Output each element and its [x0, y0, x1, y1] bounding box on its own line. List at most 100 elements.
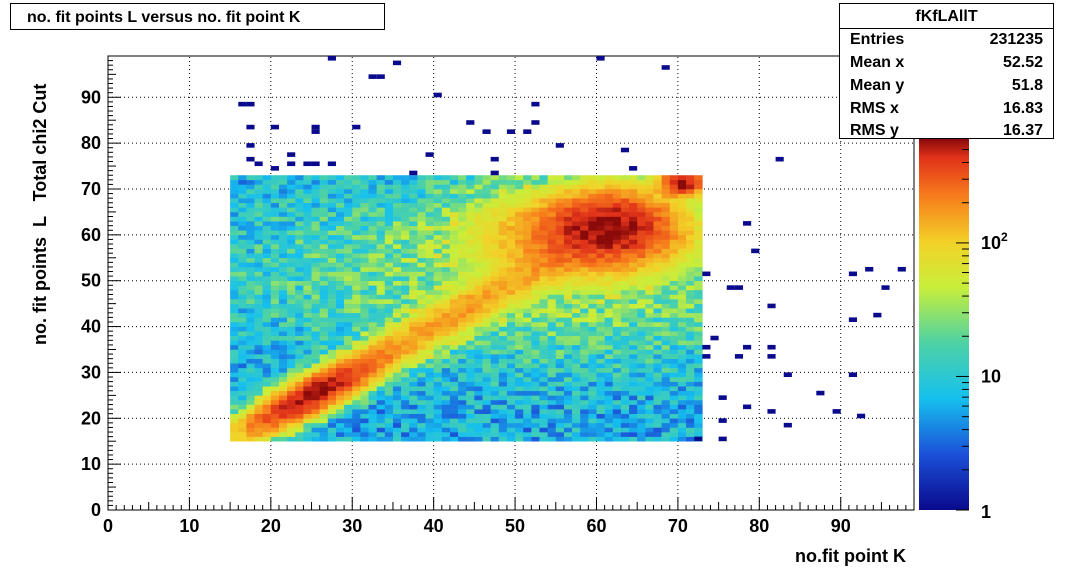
heatmap-cell: [270, 285, 280, 291]
heatmap-cell: [401, 289, 410, 295]
heatmap-cell: [482, 193, 491, 199]
heatmap-cell: [360, 399, 369, 405]
heatmap-cell: [539, 303, 548, 309]
heatmap-cell: [311, 399, 320, 405]
heatmap-cell: [384, 303, 394, 309]
heatmap-cell: [401, 221, 410, 226]
heatmap-cell: [677, 253, 687, 259]
heatmap-cell: [458, 381, 467, 387]
heatmap-cell: [482, 266, 491, 272]
heatmap-cell: [254, 409, 263, 414]
heatmap-cell: [596, 285, 605, 291]
heatmap-cell: [580, 239, 589, 245]
heatmap-cell: [629, 184, 638, 190]
heatmap-cell: [645, 230, 654, 236]
heatmap-cell: [677, 358, 687, 364]
heatmap-cell: [547, 299, 557, 304]
heatmap-cell: [466, 377, 475, 382]
heatmap-cell: [539, 409, 548, 414]
heatmap-cell: [669, 230, 679, 236]
heatmap-cell: [458, 184, 467, 190]
heatmap-cell: [401, 413, 410, 419]
heatmap-cell: [425, 253, 434, 259]
heatmap-cell: [335, 239, 345, 245]
heatmap-cell: [490, 335, 500, 341]
heatmap-cell: [555, 432, 565, 437]
heatmap-cell: [604, 422, 614, 428]
heatmap-cell: [287, 179, 296, 185]
heatmap-cell: [254, 422, 263, 428]
heatmap-cell: [352, 188, 361, 194]
heatmap-cell: [466, 340, 475, 346]
heatmap-cell: [344, 207, 353, 213]
heatmap-cell: [653, 253, 662, 259]
heatmap-cell: [311, 175, 320, 181]
heatmap-cell: [686, 404, 695, 410]
heatmap-cell: [572, 211, 581, 217]
heatmap-cell: [425, 207, 434, 213]
heatmap-cell: [572, 184, 581, 190]
heatmap-cell: [376, 244, 386, 249]
heatmap-cell: [384, 335, 394, 341]
heatmap-cell: [458, 358, 467, 364]
heatmap-cell: [392, 280, 402, 286]
heatmap-cell: [368, 294, 377, 300]
heatmap-cell: [547, 344, 557, 350]
heatmap-cell: [230, 358, 239, 364]
heatmap-cell: [344, 193, 353, 199]
heatmap-cell: [474, 221, 483, 226]
heatmap-cell: [352, 211, 361, 217]
heatmap-cell: [254, 179, 263, 185]
heatmap-cell: [547, 340, 557, 346]
heatmap-cell: [563, 331, 573, 337]
heatmap-cell: [458, 331, 467, 337]
heatmap-cell: [449, 418, 459, 424]
heatmap-cell: [254, 253, 263, 259]
heatmap-cell: [425, 193, 434, 199]
heatmap-cell: [376, 175, 386, 181]
heatmap-cell: [637, 248, 646, 254]
heatmap-cell: [645, 395, 654, 401]
heatmap-cell: [572, 317, 581, 323]
heatmap-cell: [588, 221, 597, 226]
heatmap-cell: [523, 363, 532, 369]
sparse-bin: [433, 92, 442, 98]
heatmap-cell: [327, 257, 337, 263]
heatmap-cell: [490, 202, 500, 208]
heatmap-cell: [270, 377, 280, 382]
heatmap-cell: [344, 390, 353, 396]
heatmap-cell: [637, 271, 646, 277]
heatmap-cell: [653, 198, 662, 204]
heatmap-cell: [466, 175, 475, 181]
heatmap-cell: [368, 308, 377, 314]
heatmap-cell: [238, 280, 247, 286]
heatmap-cell: [515, 367, 524, 373]
heatmap-cell: [523, 253, 532, 259]
heatmap-cell: [694, 175, 703, 181]
sparse-bin: [352, 124, 361, 130]
heatmap-cell: [254, 280, 263, 286]
heatmap-cell: [425, 257, 434, 263]
heatmap-cell: [409, 193, 418, 199]
heatmap-cell: [319, 184, 329, 190]
heatmap-cell: [352, 381, 361, 387]
heatmap-cell: [506, 340, 516, 346]
heatmap-cell: [384, 198, 394, 204]
heatmap-cell: [563, 294, 573, 300]
heatmap-cell: [539, 363, 548, 369]
heatmap-cell: [490, 377, 500, 382]
heatmap-cell: [295, 399, 304, 405]
heatmap-cell: [629, 234, 638, 240]
heatmap-cell: [278, 335, 288, 341]
heatmap-cell: [344, 340, 353, 346]
stats-value: 231235: [989, 31, 1043, 48]
heatmap-cell: [392, 381, 402, 387]
heatmap-cell: [490, 253, 500, 259]
heatmap-cell: [433, 321, 443, 327]
heatmap-cell: [661, 207, 671, 213]
heatmap-cell: [425, 280, 434, 286]
heatmap-cell: [238, 193, 247, 199]
heatmap-cell: [596, 188, 605, 194]
heatmap-cell: [620, 276, 630, 282]
heatmap-cell: [287, 202, 296, 208]
